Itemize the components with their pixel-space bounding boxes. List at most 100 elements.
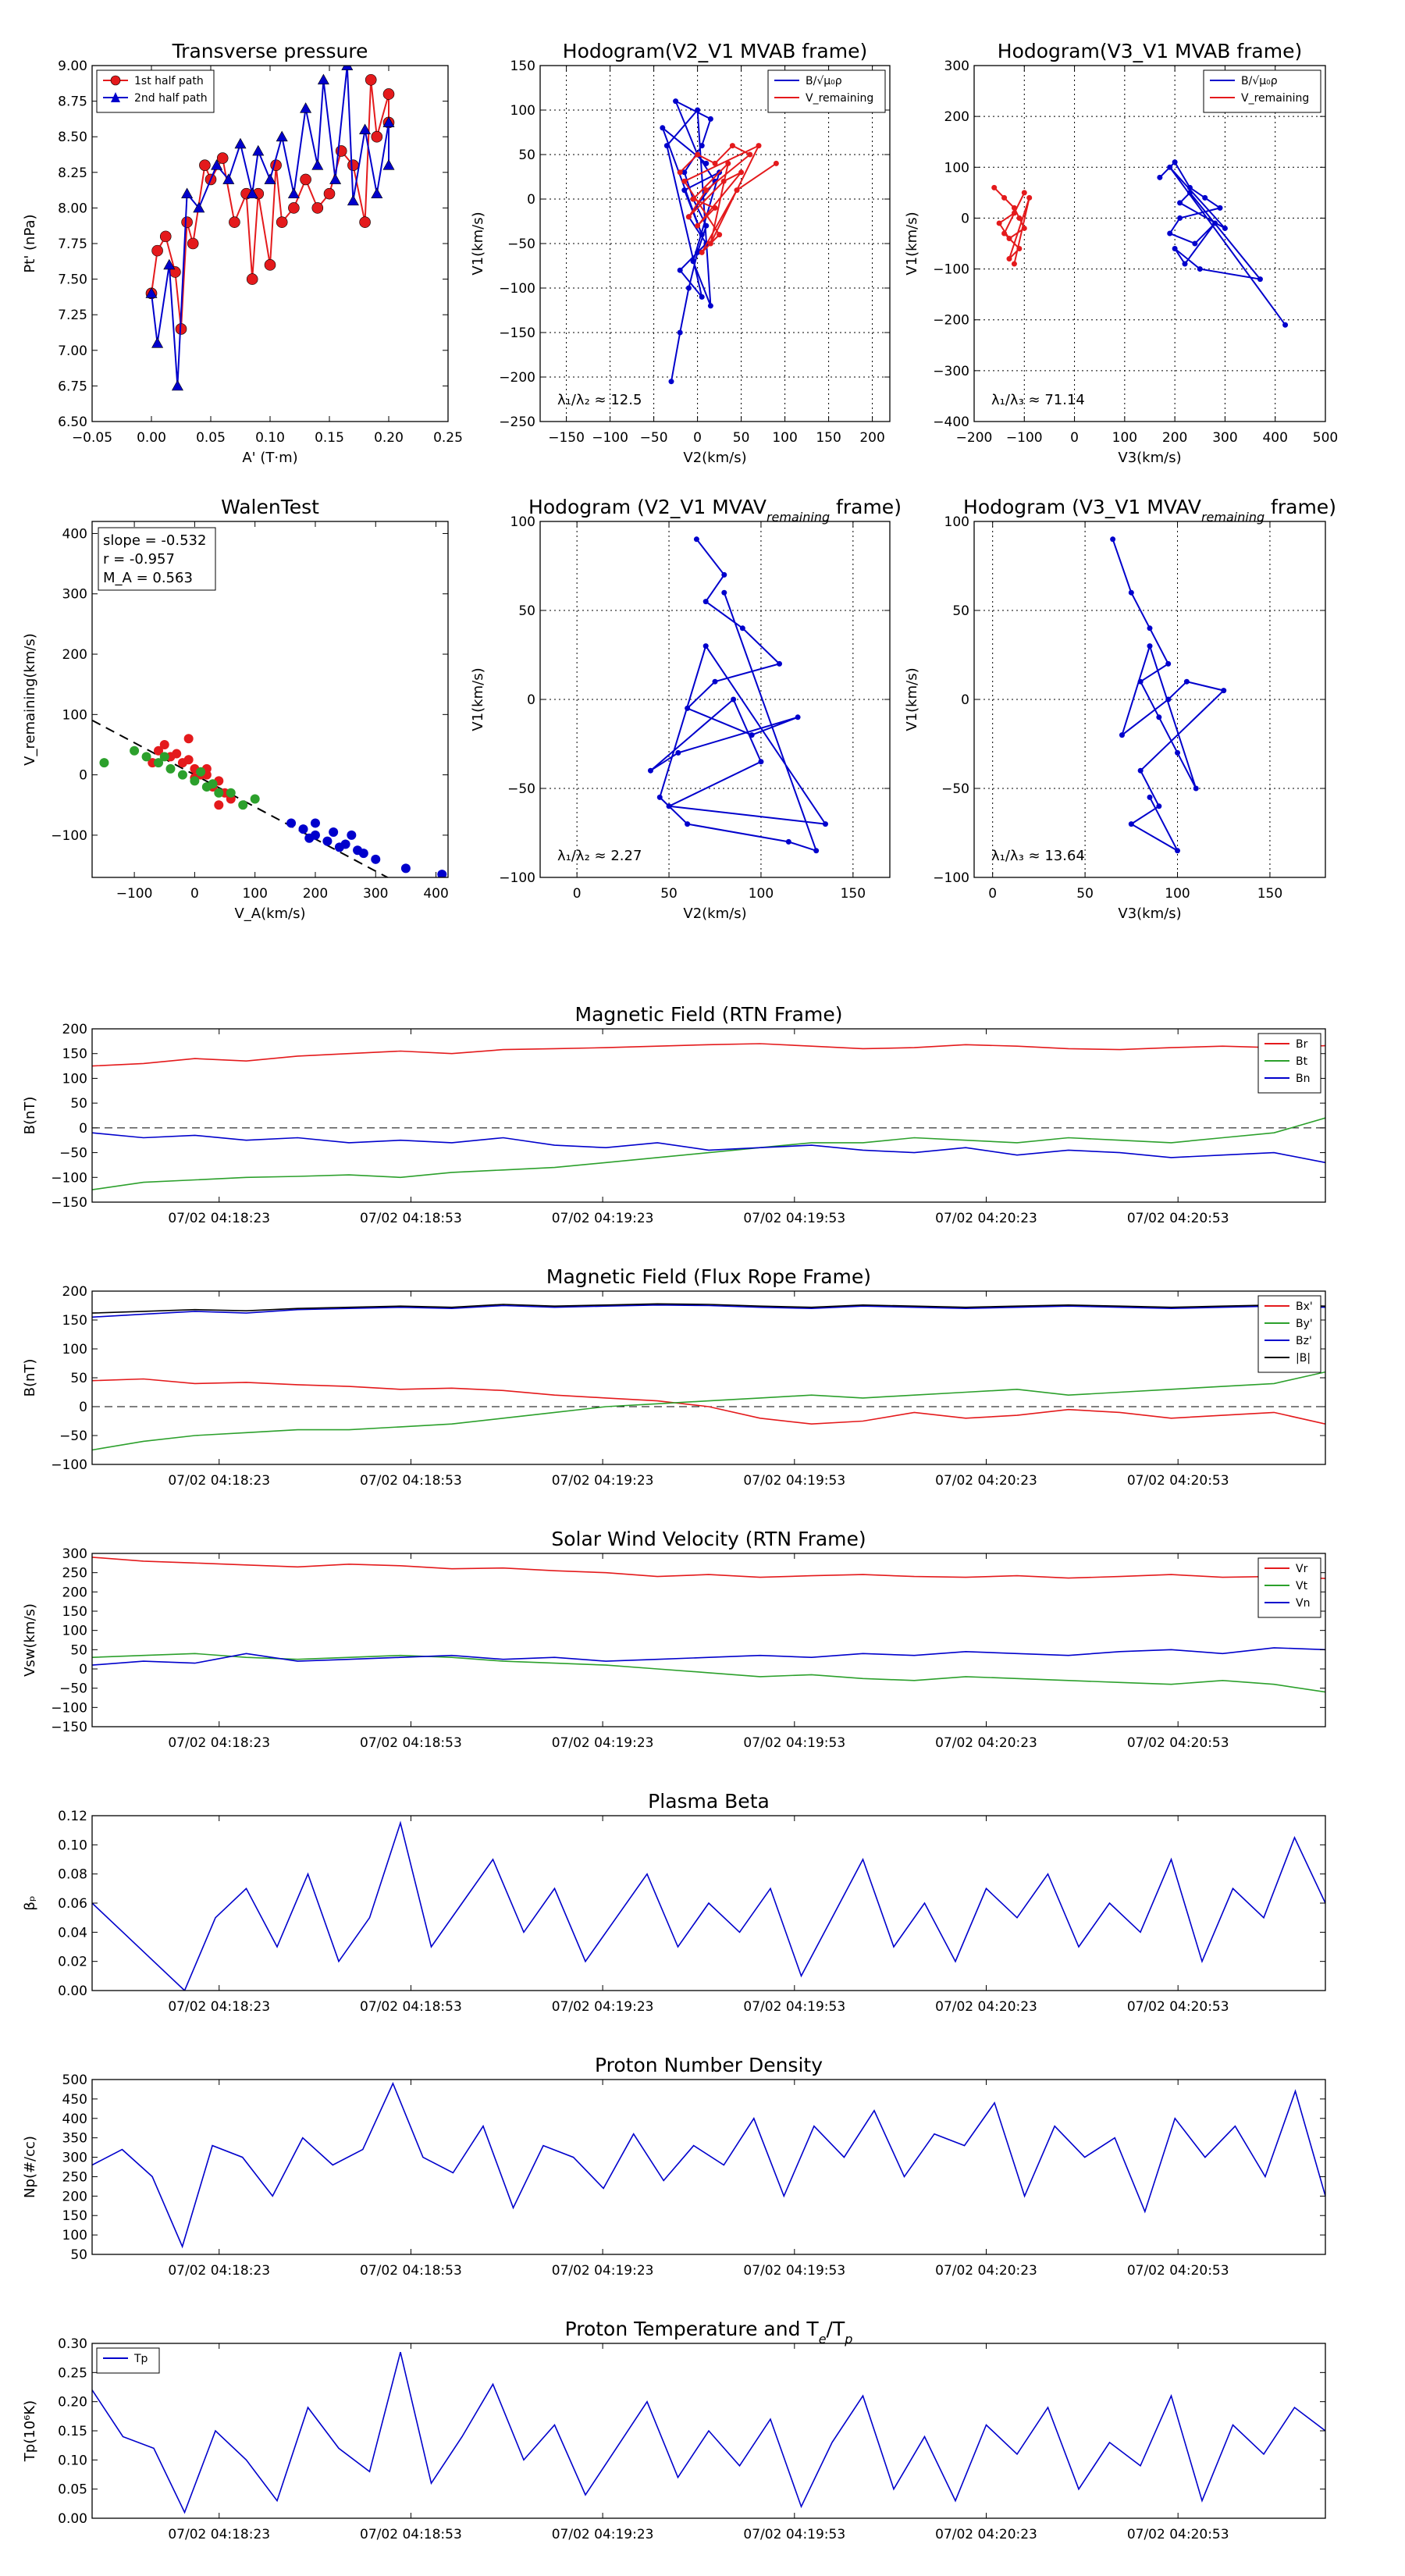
series-line-np (92, 2081, 1325, 2249)
series-line-vn (92, 1647, 1325, 1666)
chart-title: Hodogram (V2_V1 MVAVremaining frame) (528, 496, 902, 525)
data-point (699, 249, 705, 255)
data-point (1172, 159, 1178, 165)
y-tick-label: 0.25 (58, 2365, 87, 2381)
y-tick-label: 150 (62, 1047, 87, 1062)
series-line-v (1112, 539, 1225, 853)
data-point (163, 258, 176, 270)
data-point (1186, 184, 1193, 190)
series-line-tp (92, 2352, 1325, 2514)
legend: Bx' By' Bz' |B| (1257, 1295, 1321, 1373)
legend-label: V_remaining (806, 92, 873, 105)
data-point (172, 749, 182, 759)
data-point (1167, 164, 1173, 170)
data-point (288, 202, 300, 214)
data-point (246, 187, 258, 199)
magnetic-field-rtn-chart: Magnetic Field (RTN Frame) −150 −100 −50 0 50… (22, 1003, 1326, 1226)
x-tick-label: 200 (859, 430, 884, 446)
y-tick-label: −50 (941, 781, 969, 797)
data-point (1137, 678, 1144, 685)
x-tick-label: 07/02 04:18:23 (168, 2527, 270, 2542)
data-point (371, 130, 383, 143)
y-tick-label: 0.05 (58, 2482, 87, 2498)
data-point (707, 303, 713, 309)
legend-box (1257, 1033, 1321, 1094)
proton-temperature-chart: Proton Temperature and Te/Tp 0.00 0.05 0.10… (22, 2318, 1326, 2542)
data-point (1011, 210, 1017, 216)
data-point (1147, 794, 1153, 800)
data-point (222, 173, 235, 184)
data-point (371, 187, 383, 199)
data-point (773, 160, 779, 166)
data-point (1186, 190, 1193, 196)
data-point (729, 143, 735, 149)
y-tick-label: 0 (961, 692, 969, 708)
x-tick-label: 0.00 (137, 430, 166, 446)
eigenvalue-ratio-annotation: λ₁/λ₃ ≈ 13.64 (991, 848, 1085, 864)
data-point (145, 287, 158, 298)
x-tick-label: 0 (988, 886, 997, 902)
stats-box (98, 527, 216, 591)
y-tick-label: −150 (51, 1720, 87, 1735)
data-point (276, 130, 288, 142)
data-point (690, 196, 696, 202)
data-point (193, 201, 205, 213)
data-point (323, 187, 336, 200)
y-tick-label: 0.06 (58, 1896, 87, 1912)
y-tick-label: −100 (51, 1457, 87, 1473)
x-tick-label: 0.20 (374, 430, 404, 446)
x-tick-label: 150 (1257, 886, 1282, 902)
y-tick-label: 250 (62, 1566, 87, 1582)
chart-title: Plasma Beta (648, 1790, 770, 1813)
data-point (234, 137, 247, 149)
y-tick-label: 50 (518, 603, 535, 619)
data-point (1011, 205, 1017, 211)
data-point (677, 169, 683, 176)
fit-line (92, 719, 389, 877)
x-tick-label: 0 (1070, 430, 1079, 446)
y-tick-label: 50 (952, 603, 969, 619)
data-point (690, 258, 696, 265)
data-point (703, 160, 710, 166)
data-point (340, 839, 350, 849)
x-tick-label: 07/02 04:19:23 (552, 2263, 654, 2279)
data-point (226, 788, 236, 798)
x-tick-label: 0.25 (433, 430, 463, 446)
y-tick-label: 0 (79, 768, 87, 784)
chart-title: Hodogram(V2_V1 MVAB frame) (563, 40, 867, 62)
data-point (141, 752, 151, 762)
chart-title: Proton Number Density (595, 2054, 823, 2076)
magnetic-field-flux-rope-chart: Magnetic Field (Flux Rope Frame) −100 −50 0… (22, 1265, 1326, 1489)
data-point (991, 184, 998, 190)
x-tick-label: 07/02 04:19:23 (552, 1999, 654, 2015)
y-tick-label: 7.00 (58, 343, 87, 359)
y-tick-label: 400 (62, 526, 87, 542)
data-point (322, 836, 333, 846)
y-tick-label: 100 (62, 1624, 87, 1639)
y-tick-label: 200 (62, 1022, 87, 1037)
data-point (681, 178, 688, 184)
data-point (154, 758, 164, 768)
data-point (795, 714, 801, 720)
data-point (813, 848, 820, 854)
y-tick-label: 400 (62, 2112, 87, 2127)
y-tick-label: 200 (62, 1284, 87, 1300)
data-point (365, 73, 377, 86)
data-point (675, 749, 681, 756)
data-point (347, 830, 357, 840)
hodogram-v2-v1-mvab-chart: Hodogram(V2_V1 MVAB frame) −250 −200 −150 −1… (470, 40, 891, 466)
y-axis-label: V_remaining(km/s) (22, 633, 38, 766)
data-point (702, 599, 709, 605)
y-tick-label: 0 (961, 211, 969, 226)
data-point (216, 152, 229, 164)
data-point (246, 273, 258, 285)
legend: Br Bt Bn (1257, 1033, 1321, 1094)
series-line-bx- (92, 1378, 1325, 1425)
data-point (1006, 256, 1012, 262)
axes-frame (91, 521, 449, 878)
y-tick-label: 300 (944, 59, 969, 74)
data-point (738, 169, 745, 176)
axes-frame (91, 2079, 1326, 2255)
legend-label: 2nd half path (134, 92, 208, 105)
x-tick-label: 07/02 04:18:53 (360, 1473, 462, 1489)
